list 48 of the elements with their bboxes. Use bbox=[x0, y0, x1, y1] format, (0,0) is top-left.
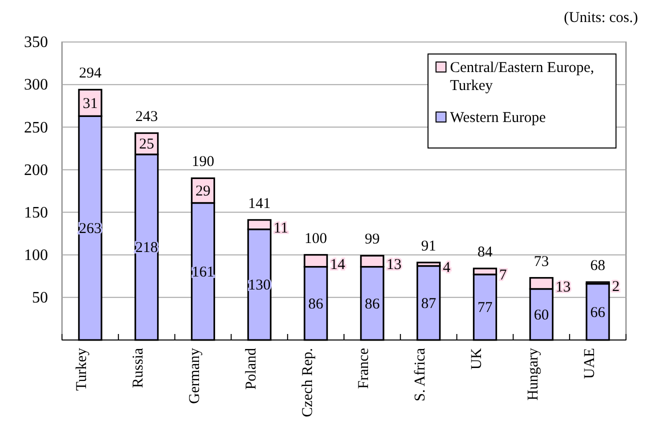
data-label: 25 bbox=[139, 136, 154, 153]
y-tick-label: 150 bbox=[24, 204, 48, 222]
data-label: 87 bbox=[421, 296, 437, 312]
x-tick-label: S. Africa bbox=[412, 348, 429, 402]
total-label: 73 bbox=[534, 254, 549, 270]
y-tick-label: 100 bbox=[24, 246, 48, 264]
y-tick-label: 50 bbox=[32, 290, 48, 307]
text: (Units: cos.) bbox=[564, 10, 638, 26]
data-label: 2 bbox=[612, 278, 620, 295]
data-label: 77 bbox=[478, 300, 493, 316]
total-label: 91 bbox=[421, 238, 436, 255]
x-tick-label: Poland bbox=[243, 348, 260, 390]
data-label: 13 bbox=[556, 279, 571, 296]
x-tick-label: Turkey bbox=[74, 348, 90, 391]
data-label: 14 bbox=[330, 256, 346, 273]
data-label: 31 bbox=[82, 96, 98, 112]
x-tick-label: Czech Rep. bbox=[300, 348, 316, 418]
data-label: 86 bbox=[308, 296, 324, 312]
data-label: 7 bbox=[499, 267, 508, 284]
data-label: 29 bbox=[196, 184, 210, 200]
y-tick-label: 250 bbox=[24, 119, 48, 136]
total-label: 100 bbox=[304, 230, 328, 247]
y-tick-label: 200 bbox=[24, 162, 48, 179]
legend-label: Central/Eastern Europe, Turkey bbox=[450, 60, 594, 94]
data-label: 13 bbox=[386, 257, 402, 274]
legend-label: Western Europe bbox=[450, 110, 546, 126]
x-tick-label: Hungary bbox=[525, 348, 542, 400]
data-label: 60 bbox=[534, 307, 549, 324]
total-label: 141 bbox=[248, 196, 271, 212]
data-label: 161 bbox=[192, 264, 214, 280]
x-tick-label: Russia bbox=[130, 348, 147, 388]
total-label: 243 bbox=[135, 109, 158, 126]
y-tick-label: 350 bbox=[24, 34, 48, 52]
x-tick-label: France bbox=[356, 348, 372, 389]
x-tick-label: Germany bbox=[187, 348, 203, 404]
total-label: 190 bbox=[192, 154, 214, 170]
x-tick-label: UK bbox=[469, 348, 485, 370]
data-label: 130 bbox=[248, 278, 271, 294]
total-label: 84 bbox=[478, 244, 493, 260]
y-tick-label: 300 bbox=[24, 76, 48, 94]
data-label: 11 bbox=[274, 220, 288, 237]
data-label: 66 bbox=[590, 304, 606, 321]
total-label: 99 bbox=[364, 232, 380, 248]
total-label: 294 bbox=[78, 66, 102, 82]
total-label: 68 bbox=[590, 258, 606, 274]
data-label: 86 bbox=[364, 296, 380, 312]
data-label: 4 bbox=[442, 260, 451, 276]
x-tick-label: UAE bbox=[582, 348, 598, 379]
